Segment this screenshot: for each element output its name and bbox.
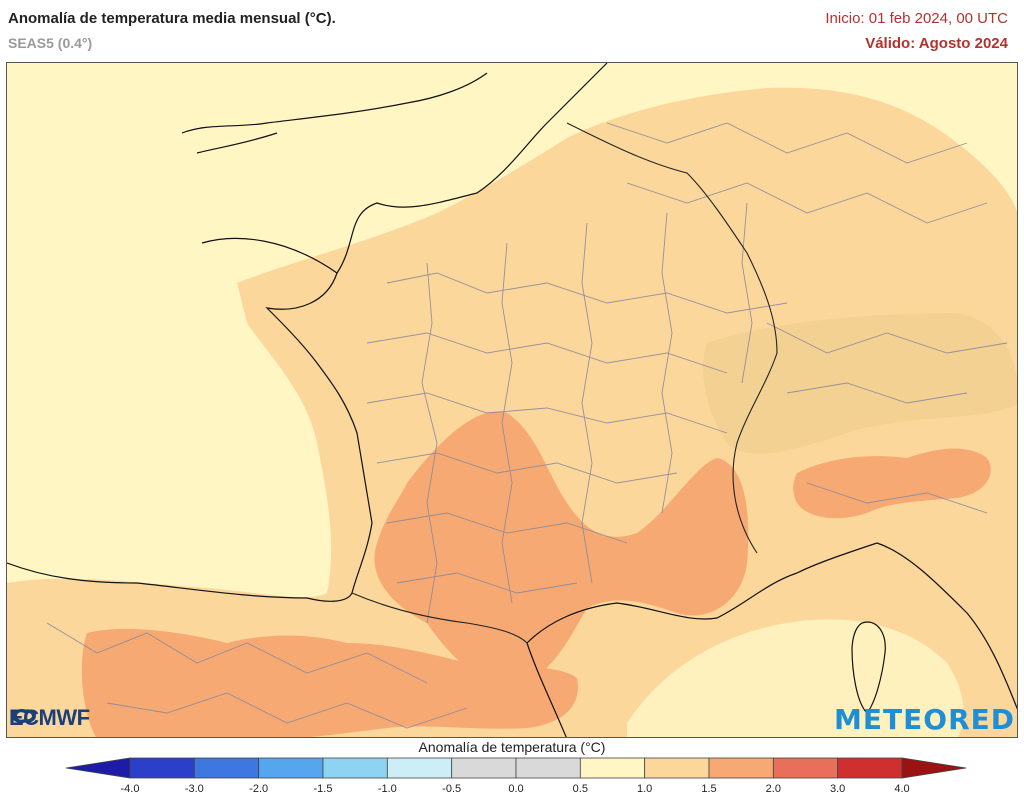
colorbar-segment [258, 757, 324, 779]
anomaly-zone-1-5-alps [793, 448, 991, 519]
colorbar-segment [837, 757, 903, 779]
ecmwf-swirl-icon [12, 708, 36, 724]
anomaly-zone-1-5-central [374, 411, 749, 688]
colorbar-segment [193, 757, 260, 779]
colorbar-segment [772, 757, 839, 779]
med-sea [627, 619, 964, 737]
colorbar-tick-label: 4.0 [894, 783, 910, 795]
colorbar-segment [129, 757, 195, 779]
colorbar-segment [451, 757, 517, 779]
colorbar-over-arrow [901, 757, 967, 779]
colorbar-tick-label: -0.5 [442, 783, 462, 795]
colorbar-segment [515, 757, 581, 779]
colorbar-tick-label: -1.0 [377, 783, 397, 795]
meteored-logo: METEORED [834, 703, 1015, 736]
colorbar-tick-label: -2.0 [249, 783, 269, 795]
colorbar [65, 757, 967, 779]
colorbar-labels: -4.0 -3.0 -2.0 -1.5 -1.0 -0.5 0.0 0.5 1.0 1.5 2.0 3… [0, 783, 1024, 799]
colorbar-tick-label: 2.0 [765, 783, 781, 795]
admin-borders [46, 122, 1008, 729]
colorbar-under-arrow [65, 757, 131, 779]
colorbar-tick-label: 3.0 [830, 783, 846, 795]
colorbar-segment [644, 757, 710, 779]
anomaly-zone-1-5-pyrenees [81, 628, 578, 737]
colorbar-segment [322, 757, 388, 779]
colorbar-tick-label: 0.5 [572, 783, 588, 795]
colorbar-tick-label: 1.5 [701, 783, 717, 795]
ecmwf-logo: ECMWF [9, 705, 90, 731]
colorbar-tick-label: 1.0 [637, 783, 653, 795]
map-canvas [7, 63, 1017, 737]
colorbar-segment [386, 757, 453, 779]
coastlines [7, 63, 1017, 737]
national-borders [351, 122, 778, 644]
colorbar-tick-label: -4.0 [120, 783, 140, 795]
colorbar-segment [579, 757, 646, 779]
colorbar-tick-label: -1.5 [313, 783, 333, 795]
anomaly-map[interactable]: ECMWF METEORED [6, 62, 1018, 738]
colorbar-tick-label: -3.0 [184, 783, 204, 795]
anomaly-zone-1-0 [7, 87, 1017, 737]
init-time: Inicio: 01 feb 2024, 00 UTC [825, 10, 1008, 27]
colorbar-tick-label: 0.0 [508, 783, 524, 795]
model-label: SEAS5 (0.4°) [8, 35, 93, 51]
colorbar-segment [708, 757, 774, 779]
map-title: Anomalía de temperatura media mensual (°… [8, 10, 336, 27]
alps-relief [703, 313, 1017, 454]
valid-period: Válido: Agosto 2024 [865, 35, 1008, 52]
colorbar-title: Anomalía de temperatura (°C) [418, 739, 606, 755]
